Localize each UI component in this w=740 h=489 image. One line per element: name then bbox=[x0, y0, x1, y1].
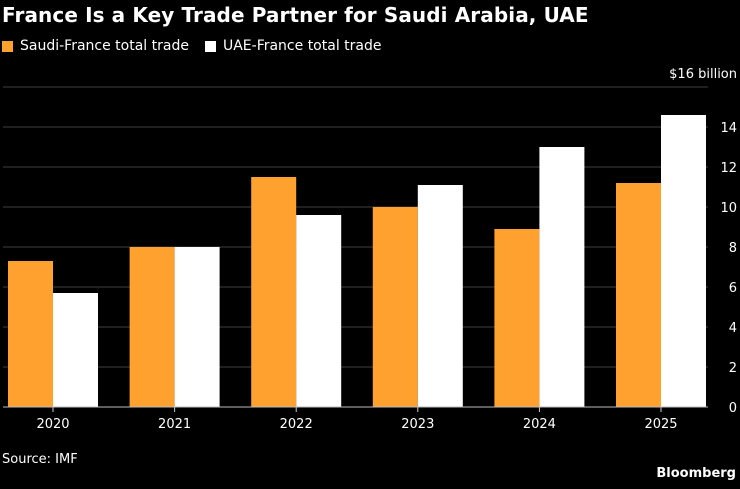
bar-uae-2021 bbox=[174, 247, 220, 407]
y-tick-label: 0 bbox=[729, 401, 737, 416]
bar-saudi-2023 bbox=[372, 207, 418, 407]
x-tick-label: 2020 bbox=[36, 417, 69, 432]
bar-uae-2022 bbox=[296, 215, 342, 407]
x-tick-label: 2021 bbox=[158, 417, 191, 432]
legend-label-uae: UAE-France total trade bbox=[222, 38, 382, 54]
x-tick-label: 2022 bbox=[280, 417, 313, 432]
legend-swatch-uae bbox=[204, 40, 216, 52]
y-tick-label: 4 bbox=[729, 321, 737, 336]
y-tick-label: 12 bbox=[720, 161, 737, 176]
x-tick-label: 2024 bbox=[523, 417, 556, 432]
bar-uae-2024 bbox=[539, 147, 585, 407]
bar-saudi-2022 bbox=[251, 177, 297, 407]
y-unit-label: $16 billion bbox=[669, 67, 737, 82]
legend: Saudi-France total trade UAE-France tota… bbox=[2, 38, 397, 54]
chart-title: France Is a Key Trade Partner for Saudi … bbox=[2, 3, 589, 27]
x-tick-label: 2023 bbox=[401, 417, 434, 432]
bar-saudi-2021 bbox=[129, 247, 175, 407]
bar-saudi-2025 bbox=[616, 183, 661, 407]
brand-logo: Bloomberg bbox=[656, 466, 736, 481]
bar-saudi-2024 bbox=[494, 229, 540, 407]
legend-item-saudi: Saudi-France total trade bbox=[2, 38, 189, 54]
y-tick-label: 14 bbox=[720, 121, 737, 136]
legend-swatch-saudi bbox=[2, 40, 13, 52]
legend-label-saudi: Saudi-France total trade bbox=[20, 38, 189, 54]
y-tick-label: 2 bbox=[729, 361, 737, 376]
y-tick-label: 8 bbox=[729, 241, 737, 256]
y-tick-label: 10 bbox=[720, 201, 737, 216]
y-tick-label: 6 bbox=[729, 281, 737, 296]
bar-saudi-2020 bbox=[8, 261, 53, 407]
x-tick-label: 2025 bbox=[644, 417, 677, 432]
legend-item-uae: UAE-France total trade bbox=[204, 38, 382, 54]
bar-uae-2023 bbox=[417, 185, 463, 407]
bar-uae-2020 bbox=[53, 293, 98, 407]
bar-uae-2025 bbox=[661, 115, 706, 407]
source-note: Source: IMF bbox=[2, 452, 78, 467]
